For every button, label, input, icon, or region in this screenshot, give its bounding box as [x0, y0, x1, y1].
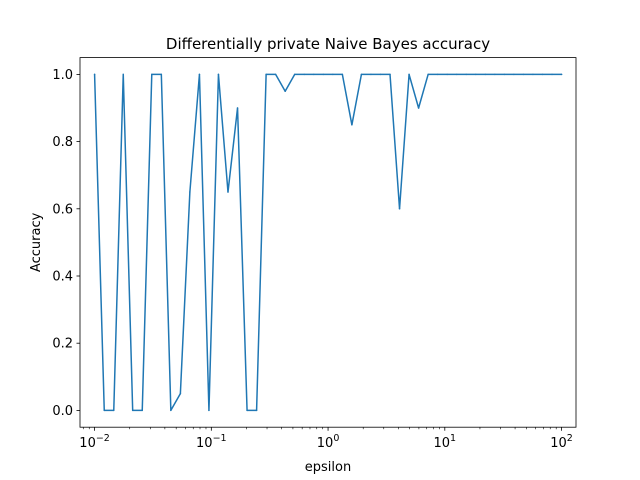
accuracy-point: [560, 73, 563, 76]
accuracy-point: [131, 409, 134, 412]
x-axis-label: epsilon: [305, 460, 351, 475]
accuracy-point: [522, 73, 525, 76]
accuracy-point: [227, 191, 229, 193]
accuracy-point: [398, 208, 401, 210]
y-axis: 0.0 0.2 0.4 0.6 0.8 1.0: [52, 68, 80, 419]
y-tick-label: 0.4: [52, 270, 73, 285]
y-tick-label: 1.0: [52, 68, 73, 83]
accuracy-point: [179, 392, 182, 395]
accuracy-point: [455, 73, 458, 76]
accuracy-point: [332, 73, 334, 76]
accuracy-point: [170, 409, 172, 412]
accuracy-point: [417, 107, 420, 109]
accuracy-point: [446, 73, 448, 76]
accuracy-point: [217, 73, 220, 76]
accuracy-point: [436, 73, 439, 76]
accuracy-point: [465, 73, 467, 76]
accuracy-point: [198, 73, 201, 76]
accuracy-point: [160, 73, 163, 76]
y-axis-label: Accuracy: [29, 212, 44, 272]
accuracy-point: [551, 73, 553, 76]
accuracy-point: [494, 73, 496, 76]
y-tick-label: 0.6: [52, 202, 73, 217]
accuracy-point: [93, 73, 96, 76]
accuracy-point: [246, 409, 248, 412]
accuracy-point: [370, 73, 372, 76]
accuracy-point: [236, 107, 239, 109]
accuracy-point: [427, 73, 429, 76]
accuracy-point: [208, 409, 210, 412]
accuracy-point: [151, 73, 153, 76]
accuracy-point: [122, 73, 124, 76]
accuracy-point: [322, 73, 325, 76]
y-tick-label: 0.2: [52, 337, 73, 352]
accuracy-point: [351, 124, 353, 126]
x-tick-label: 102: [550, 433, 573, 451]
accuracy-point: [313, 73, 315, 76]
accuracy-point: [408, 73, 410, 76]
accuracy-point: [532, 73, 534, 76]
y-tick-label: 0.8: [52, 135, 73, 150]
x-axis: 10−2 10−1 100 101 102: [79, 427, 573, 451]
x-tick-label: 101: [434, 433, 457, 451]
accuracy-point: [503, 73, 506, 76]
accuracy-point: [475, 73, 477, 76]
accuracy-point: [141, 409, 143, 412]
accuracy-point: [113, 409, 115, 412]
accuracy-point: [389, 73, 391, 76]
chart-title: Differentially private Naive Bayes accur…: [166, 35, 490, 53]
accuracy-point: [541, 73, 544, 76]
accuracy-point: [379, 73, 382, 76]
accuracy-point: [341, 73, 344, 76]
accuracy-point: [484, 73, 487, 76]
x-tick-label: 10−1: [196, 433, 227, 451]
accuracy-point: [255, 409, 258, 412]
accuracy-point: [513, 73, 515, 76]
accuracy-point: [360, 73, 363, 76]
x-tick-label: 10−2: [79, 433, 110, 451]
x-tick-label: 100: [317, 433, 340, 451]
accuracy-point: [189, 191, 191, 193]
accuracy-point: [274, 73, 277, 76]
accuracy-point: [103, 409, 105, 412]
y-tick-label: 0.0: [52, 404, 73, 419]
accuracy-point: [284, 90, 286, 92]
plot-area: [93, 73, 563, 412]
accuracy-point: [303, 73, 305, 76]
accuracy-point: [293, 73, 296, 76]
accuracy-point: [265, 73, 267, 76]
accuracy-line: [93, 73, 563, 412]
